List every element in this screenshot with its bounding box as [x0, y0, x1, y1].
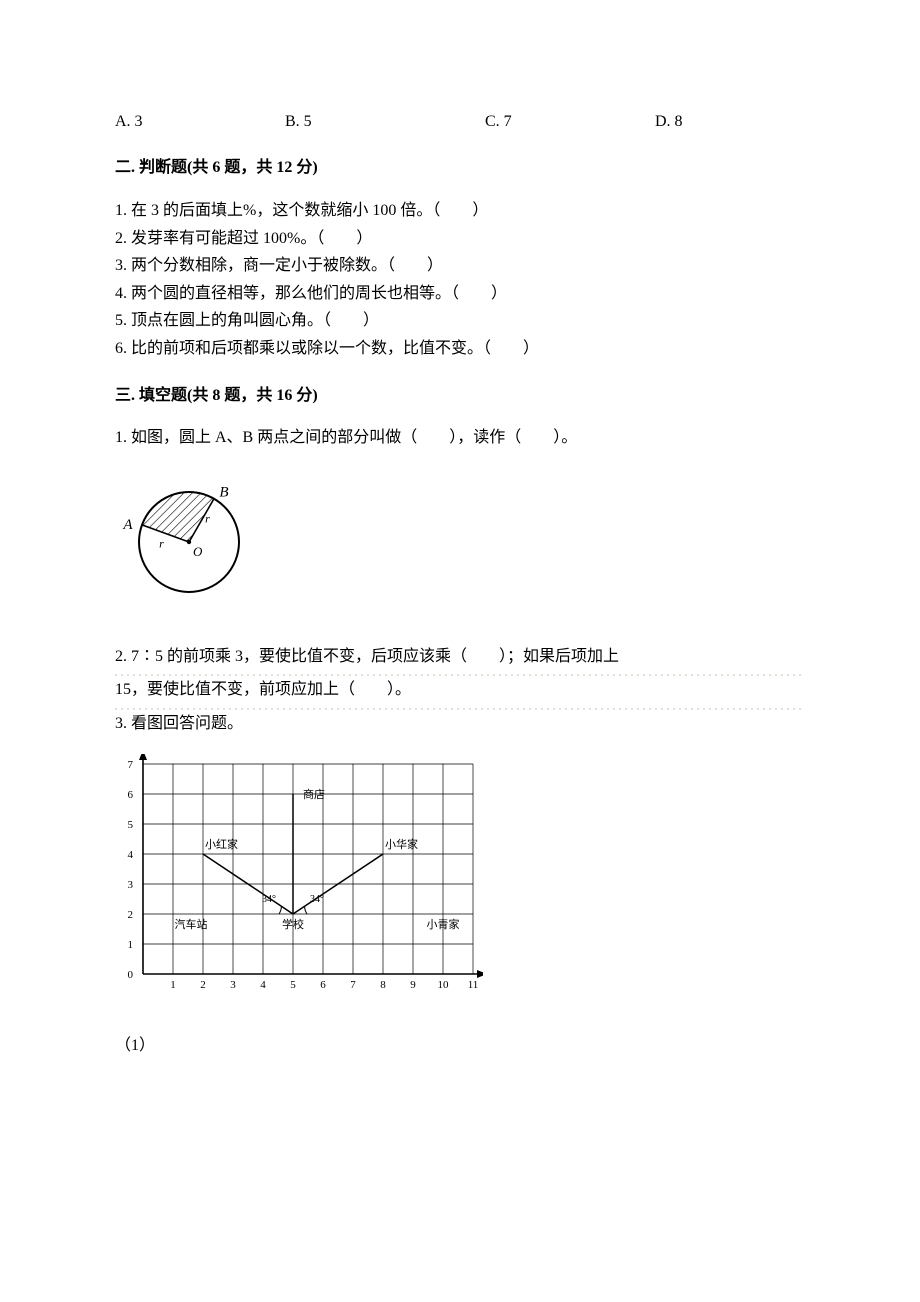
fill-q3: 3. 看图回答问题。 — [115, 711, 805, 737]
svg-text:r: r — [205, 511, 210, 525]
svg-text:0: 0 — [128, 969, 134, 981]
judge-item-2: 2. 发芽率有可能超过 100%。（ ） — [115, 226, 805, 252]
page-root: A. 3 B. 5 C. 7 D. 8 二. 判断题(共 6 题，共 12 分)… — [0, 0, 920, 1302]
svg-text:1: 1 — [170, 979, 176, 991]
circle-sector-figure: A Br r O — [115, 468, 805, 616]
svg-text:5: 5 — [290, 979, 296, 991]
svg-text:1: 1 — [128, 939, 134, 951]
option-b: B. 5 — [285, 110, 485, 134]
judge-item-5: 5. 顶点在圆上的角叫圆心角。（ ） — [115, 308, 805, 334]
subquestion-1: （1） — [115, 1034, 805, 1058]
svg-text:7: 7 — [128, 759, 134, 771]
judge-item-4: 4. 两个圆的直径相等，那么他们的周长也相等。（ ） — [115, 281, 805, 307]
judge-item-3: 3. 两个分数相除，商一定小于被除数。（ ） — [115, 253, 805, 279]
grid-map-figure: 1 2 3 4 5 6 7 8 9 10 11 0 1 2 3 4 5 6 7 34° 34° 小红家学校 小华家 商店汽车站… — [115, 754, 805, 1004]
svg-text:3: 3 — [230, 979, 236, 991]
section2-heading: 二. 判断题(共 6 题，共 12 分) — [115, 156, 805, 180]
svg-text:小青家: 小青家 — [427, 917, 460, 931]
svg-text:3: 3 — [128, 879, 134, 891]
option-a: A. 3 — [115, 110, 285, 134]
svg-text:5: 5 — [128, 819, 134, 831]
svg-text:11: 11 — [468, 979, 479, 991]
svg-text:6: 6 — [320, 979, 326, 991]
svg-text:学校: 学校 — [282, 917, 304, 931]
svg-text:4: 4 — [260, 979, 266, 991]
judge-item-6: 6. 比的前项和后项都乘以或除以一个数，比值不变。（ ） — [115, 336, 805, 362]
svg-text:2: 2 — [200, 979, 206, 991]
svg-text:2: 2 — [128, 909, 134, 921]
svg-text:商店: 商店 — [303, 787, 325, 801]
svg-text:8: 8 — [380, 979, 386, 991]
mc-options-row: A. 3 B. 5 C. 7 D. 8 — [115, 110, 805, 134]
option-c: C. 7 — [485, 110, 655, 134]
svg-text:4: 4 — [128, 849, 134, 861]
svg-text:A: A — [122, 516, 133, 532]
grid-svg: 1 2 3 4 5 6 7 8 9 10 11 0 1 2 3 4 5 6 7 34° 34° 小红家学校 小华家 商店汽车站… — [115, 754, 483, 996]
svg-text:7: 7 — [350, 979, 356, 991]
svg-text:B: B — [219, 484, 228, 500]
svg-text:r: r — [159, 536, 164, 550]
fill-q2-line2: 15，要使比值不变，前项应加上（ ）。 — [115, 677, 805, 703]
fill-q1: 1. 如图，圆上 A、B 两点之间的部分叫做（ ），读作（ ）。 — [115, 426, 805, 450]
section2-items: 1. 在 3 的后面填上%，这个数就缩小 100 倍。（ ） 2. 发芽率有可能… — [115, 198, 805, 362]
section3-heading: 三. 填空题(共 8 题，共 16 分) — [115, 384, 805, 408]
option-d: D. 8 — [655, 110, 755, 134]
svg-text:小红家: 小红家 — [205, 837, 238, 851]
svg-text:小华家: 小华家 — [385, 837, 418, 851]
svg-text:34°: 34° — [262, 894, 276, 905]
svg-text:汽车站: 汽车站 — [175, 917, 208, 931]
svg-text:10: 10 — [438, 979, 450, 991]
circle-svg: A Br r O — [115, 468, 265, 608]
svg-text:O: O — [193, 544, 203, 559]
svg-text:34°: 34° — [310, 894, 324, 905]
svg-text:9: 9 — [410, 979, 416, 991]
svg-text:6: 6 — [128, 789, 134, 801]
fill-q2-line1: 2. 7∶5 的前项乘 3，要使比值不变，后项应该乘（ ）；如果后项加上 — [115, 644, 805, 670]
judge-item-1: 1. 在 3 的后面填上%，这个数就缩小 100 倍。（ ） — [115, 198, 805, 224]
